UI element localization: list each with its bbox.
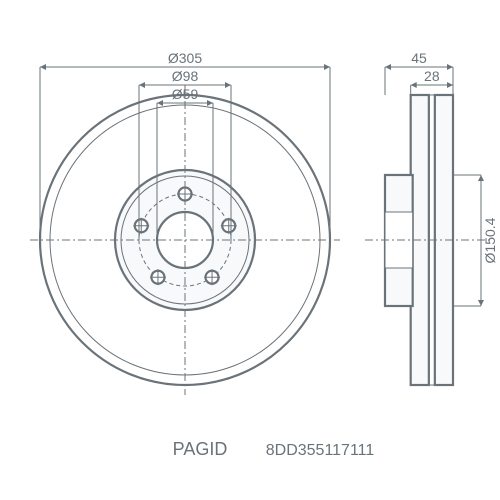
- dim-45-label: 45: [411, 50, 427, 66]
- dim-outer-label: Ø305: [168, 50, 202, 66]
- dim-28-label: 28: [424, 68, 440, 84]
- part-number: 8DD355117111: [266, 442, 375, 459]
- dim-pcd-label: Ø98: [172, 68, 199, 84]
- dim-150-label: Ø150.4: [482, 217, 498, 263]
- dim-bore-label: Ø59: [172, 86, 199, 102]
- brand-label: PAGID: [173, 439, 228, 459]
